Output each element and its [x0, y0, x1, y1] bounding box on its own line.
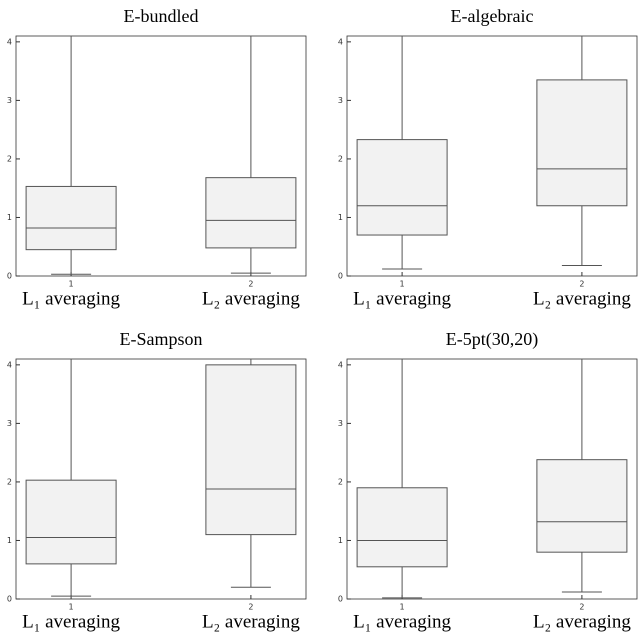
x-tick-label: 1 — [69, 280, 74, 289]
y-tick-label: 4 — [338, 360, 343, 369]
x-tick-label: 2 — [248, 603, 253, 612]
x-label: L₂ averaging — [533, 288, 631, 309]
y-tick-label: 4 — [338, 37, 343, 46]
y-tick-label: 2 — [7, 477, 12, 486]
plot-frame — [346, 35, 638, 277]
x-label: L₁ averaging — [22, 288, 120, 309]
x-tick-label: 2 — [579, 280, 584, 289]
box — [25, 479, 117, 565]
x-label: L₂ averaging — [533, 611, 631, 632]
x-tick-label: 2 — [579, 603, 584, 612]
chart-title: E-bundled — [124, 6, 199, 26]
box — [25, 185, 117, 251]
y-tick-label: 0 — [7, 272, 12, 281]
y-tick-label: 3 — [338, 96, 343, 105]
x-label: L₁ averaging — [353, 288, 451, 309]
box — [536, 459, 628, 553]
x-tick-label: 1 — [400, 603, 405, 612]
x-tick-label: 1 — [69, 603, 74, 612]
y-tick-label: 1 — [7, 536, 12, 545]
chart-title: E-5pt(30,20) — [446, 329, 538, 350]
y-tick-label: 2 — [338, 154, 343, 163]
y-tick-label: 0 — [338, 595, 343, 604]
plot-frame — [15, 35, 307, 277]
y-tick-label: 3 — [7, 419, 12, 428]
box — [205, 364, 297, 536]
box — [356, 139, 448, 236]
y-tick-label: 1 — [338, 536, 343, 545]
x-tick-label: 2 — [248, 280, 253, 289]
x-label: L₂ averaging — [202, 288, 300, 309]
y-tick-label: 2 — [338, 477, 343, 486]
chart-title: E-algebraic — [451, 6, 534, 26]
x-label: L₁ averaging — [353, 611, 451, 632]
box — [205, 177, 297, 249]
chart-title: E-Sampson — [120, 329, 203, 349]
plot-frame — [15, 358, 307, 600]
y-tick-label: 0 — [338, 272, 343, 281]
y-tick-label: 4 — [7, 360, 12, 369]
y-tick-label: 4 — [7, 37, 12, 46]
x-label: L₂ averaging — [202, 611, 300, 632]
x-label: L₁ averaging — [22, 611, 120, 632]
y-tick-label: 1 — [7, 213, 12, 222]
box — [356, 487, 448, 568]
plot-frame — [346, 358, 638, 600]
x-tick-label: 1 — [400, 280, 405, 289]
y-tick-label: 3 — [7, 96, 12, 105]
box — [536, 79, 628, 207]
y-tick-label: 1 — [338, 213, 343, 222]
y-tick-label: 2 — [7, 154, 12, 163]
y-tick-label: 0 — [7, 595, 12, 604]
y-tick-label: 3 — [338, 419, 343, 428]
